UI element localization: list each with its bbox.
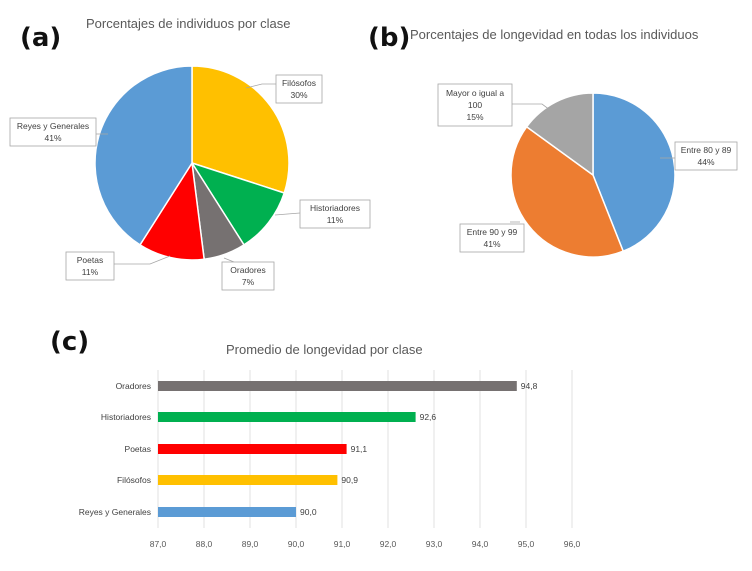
pie-a-slice-historiadores — [190, 161, 286, 246]
bar-reyes-y-generales — [158, 507, 296, 517]
pie-b-labels: Entre 80 y 89 44% Entre 90 y 99 41% Mayo… — [437, 83, 738, 253]
pie-chart-b — [510, 92, 676, 258]
label-box-reyes — [9, 117, 97, 147]
label-oradores-name: Oradores — [230, 265, 265, 275]
label-reyes-name: Reyes y Generales — [17, 121, 89, 131]
value-label-historiadores: 92,6 — [420, 412, 437, 422]
label-100-pct: 15% — [466, 112, 483, 122]
label-box-80-89 — [674, 141, 738, 171]
value-label-oradores: 94,8 — [521, 381, 538, 391]
bar-poetas — [158, 444, 347, 454]
bar-oradores — [158, 381, 517, 391]
label-80-89-pct: 44% — [697, 157, 714, 167]
pie-a-slice-filosofos — [191, 65, 290, 194]
category-label-oradores: Oradores — [116, 381, 151, 391]
label-oradores-pct: 7% — [242, 277, 255, 287]
pie-b-slice-entre-80-y-89 — [592, 92, 676, 253]
panel-a-letter: (a) — [20, 23, 61, 53]
bar-filosofos — [158, 475, 338, 485]
value-label-reyes-y-generales: 90,0 — [300, 507, 317, 517]
x-tick-label-2: 89,0 — [242, 539, 259, 549]
label-filosofos-name: Filósofos — [282, 78, 316, 88]
category-label-reyes-y-generales: Reyes y Generales — [79, 507, 151, 517]
x-tick-label-0: 87,0 — [150, 539, 167, 549]
chart-c-title: Promedio de longevidad por clase — [226, 342, 423, 357]
label-box-100 — [437, 83, 513, 127]
pie-chart-a — [94, 65, 290, 261]
label-poetas-name: Poetas — [77, 255, 103, 265]
category-label-poetas: Poetas — [125, 444, 151, 454]
label-box-poetas — [65, 251, 115, 281]
label-80-89-name: Entre 80 y 89 — [681, 145, 732, 155]
panel-b-letter: (b) — [368, 23, 410, 53]
label-historiadores-name: Historiadores — [310, 203, 360, 213]
label-box-filosofos — [275, 74, 323, 104]
label-poetas-pct: 11% — [82, 267, 99, 277]
label-box-90-99 — [459, 223, 525, 253]
panel-c-letter: (c) — [50, 327, 89, 357]
bar-historiadores — [158, 412, 416, 422]
value-label-filosofos: 90,9 — [341, 475, 358, 485]
chart-b-title: Porcentajes de longevidad en todas los i… — [410, 27, 699, 42]
x-tick-label-7: 94,0 — [472, 539, 489, 549]
x-tick-label-3: 90,0 — [288, 539, 305, 549]
x-tick-label-6: 93,0 — [426, 539, 443, 549]
bar-chart-c: 87,0 88,0 89,0 90,0 91,0 92,0 93,0 94,0 95,0 96,0… — [79, 370, 581, 549]
label-filosofos-pct: 30% — [290, 90, 307, 100]
label-90-99-name: Entre 90 y 99 — [467, 227, 518, 237]
category-label-filosofos: Filósofos — [117, 475, 151, 485]
pie-a-slice-reyes-y-generales — [94, 65, 193, 246]
label-100-name2: 100 — [468, 100, 482, 110]
chart-a-title: Porcentajes de individuos por clase — [86, 16, 291, 31]
label-box-historiadores — [299, 199, 371, 229]
x-tick-label-9: 96,0 — [564, 539, 581, 549]
pie-a-labels: Filósofos 30% Historiadores 11% Oradores… — [9, 74, 371, 291]
pie-a-slice-poetas — [138, 160, 205, 261]
label-100-name: Mayor o igual a — [446, 88, 504, 98]
label-historiadores-pct: 11% — [327, 215, 344, 225]
x-tick-label-8: 95,0 — [518, 539, 535, 549]
label-90-99-pct: 41% — [483, 239, 500, 249]
pie-b-slice-entre-90-y-99 — [510, 125, 625, 258]
label-reyes-pct: 41% — [44, 133, 61, 143]
label-box-oradores — [221, 261, 275, 291]
category-label-historiadores: Historiadores — [101, 412, 151, 422]
x-tick-label-1: 88,0 — [196, 539, 213, 549]
x-tick-label-4: 91,0 — [334, 539, 351, 549]
value-label-poetas: 91,1 — [351, 444, 368, 454]
x-tick-label-5: 92,0 — [380, 539, 397, 549]
pie-b-slice-mayor-o-igual-a — [525, 92, 594, 177]
